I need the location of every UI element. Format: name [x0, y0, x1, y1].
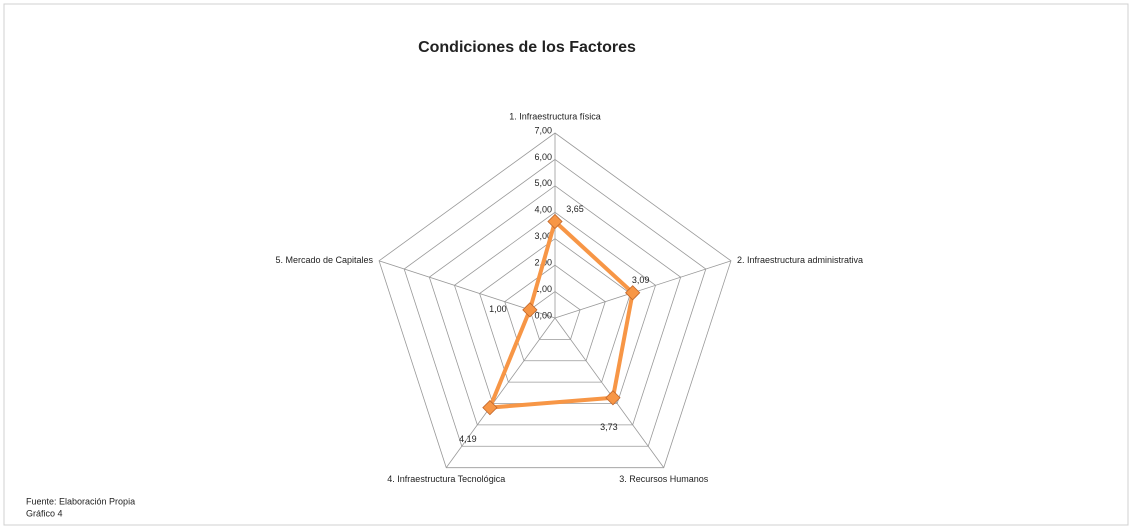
spoke [445, 317, 556, 468]
y-tick-label: 5,00 [534, 178, 552, 188]
data-label: 1,00 [489, 304, 507, 314]
y-tick-label: 4,00 [534, 205, 552, 215]
grid-line [479, 238, 631, 383]
data-point [522, 302, 538, 318]
y-tick-label: 7,00 [534, 125, 552, 135]
category-label: 2. Infraestructura administrativa [737, 255, 863, 265]
data-label: 3,09 [632, 275, 650, 285]
chart-frame [3, 3, 1129, 526]
data-label: 3,65 [566, 204, 584, 214]
y-tick-label: 3,00 [534, 231, 552, 241]
data-point [482, 399, 498, 416]
category-label: 3. Recursos Humanos [619, 474, 709, 484]
chart-title: Condiciones de los Factores [418, 39, 636, 56]
data-line [487, 219, 635, 410]
category-label: 5. Mercado de Capitales [275, 255, 373, 265]
data-label: 4,19 [459, 434, 477, 444]
spoke [554, 317, 665, 468]
category-label: 1. Infraestructura física [509, 111, 601, 121]
y-tick-label: 1,00 [534, 284, 552, 294]
y-tick-label: 6,00 [534, 152, 552, 162]
data-point [625, 285, 641, 301]
grid-line [403, 158, 707, 447]
figure-note: Gráfico 4 [26, 508, 63, 518]
spoke [554, 260, 732, 319]
data-point [547, 213, 563, 230]
category-label: 4. Infraestructura Tecnológica [387, 474, 505, 484]
grid-line [428, 185, 682, 426]
source-note: Fuente: Elaboración Propia [26, 496, 135, 506]
y-tick-label: 0,00 [534, 310, 552, 320]
grid-line [504, 264, 606, 362]
data-label: 3,73 [600, 422, 618, 432]
data-point [605, 390, 621, 406]
grid-line [378, 132, 732, 469]
